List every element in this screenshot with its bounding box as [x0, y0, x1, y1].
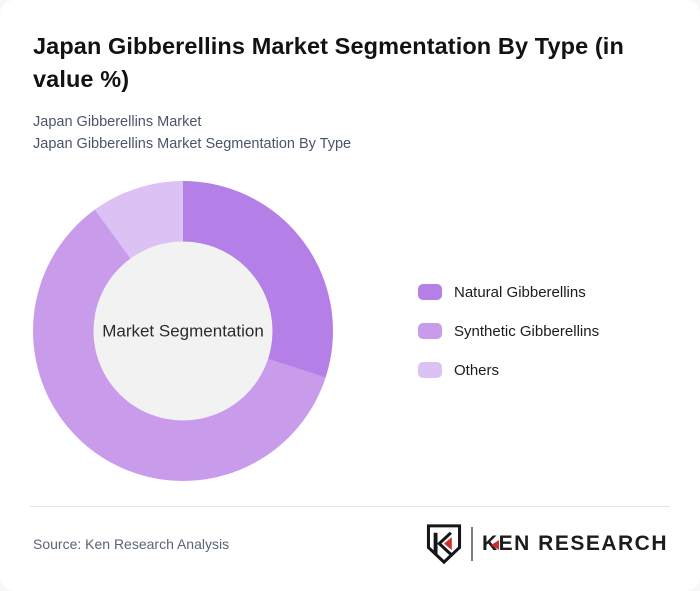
subtitle-line-1: Japan Gibberellins Market [33, 114, 202, 130]
logo-separator [470, 527, 473, 561]
legend-swatch-natural [418, 284, 442, 300]
chart-legend: Natural Gibberellins Synthetic Gibberell… [418, 284, 599, 379]
ken-research-shield-icon [426, 524, 462, 565]
ken-research-logo: KEN RESEARCH [425, 523, 668, 565]
subtitle-block: Japan Gibberellins Market Japan Gibberel… [33, 111, 666, 155]
legend-item-synthetic: Synthetic Gibberellins [418, 323, 599, 340]
logo-letter-k: K [481, 532, 499, 555]
legend-swatch-synthetic [418, 323, 442, 339]
legend-label-others: Others [454, 361, 500, 379]
chart-area: Market Segmentation Natural Gibberellins… [0, 181, 700, 481]
footer-divider [30, 506, 670, 507]
donut-hole: Market Segmentation [93, 241, 273, 421]
donut-chart: Market Segmentation [33, 181, 333, 481]
legend-label-natural: Natural Gibberellins [454, 283, 586, 301]
legend-swatch-others [418, 362, 442, 378]
footer-row: Source: Ken Research Analysis KEN RESEAR… [0, 507, 700, 591]
legend-item-others: Others [418, 362, 599, 379]
legend-label-synthetic: Synthetic Gibberellins [454, 322, 600, 340]
header: Japan Gibberellins Market Segmentation B… [0, 0, 700, 155]
subtitle-line-2: Japan Gibberellins Market Segmentation B… [33, 136, 352, 152]
source-attribution: Source: Ken Research Analysis [33, 536, 230, 552]
logo-wordmark: KEN RESEARCH [481, 532, 668, 555]
donut-center-label: Market Segmentation [102, 321, 264, 340]
footer: Source: Ken Research Analysis KEN RESEAR… [0, 506, 700, 591]
page-title: Japan Gibberellins Market Segmentation B… [33, 33, 624, 92]
legend-item-natural: Natural Gibberellins [418, 284, 599, 301]
